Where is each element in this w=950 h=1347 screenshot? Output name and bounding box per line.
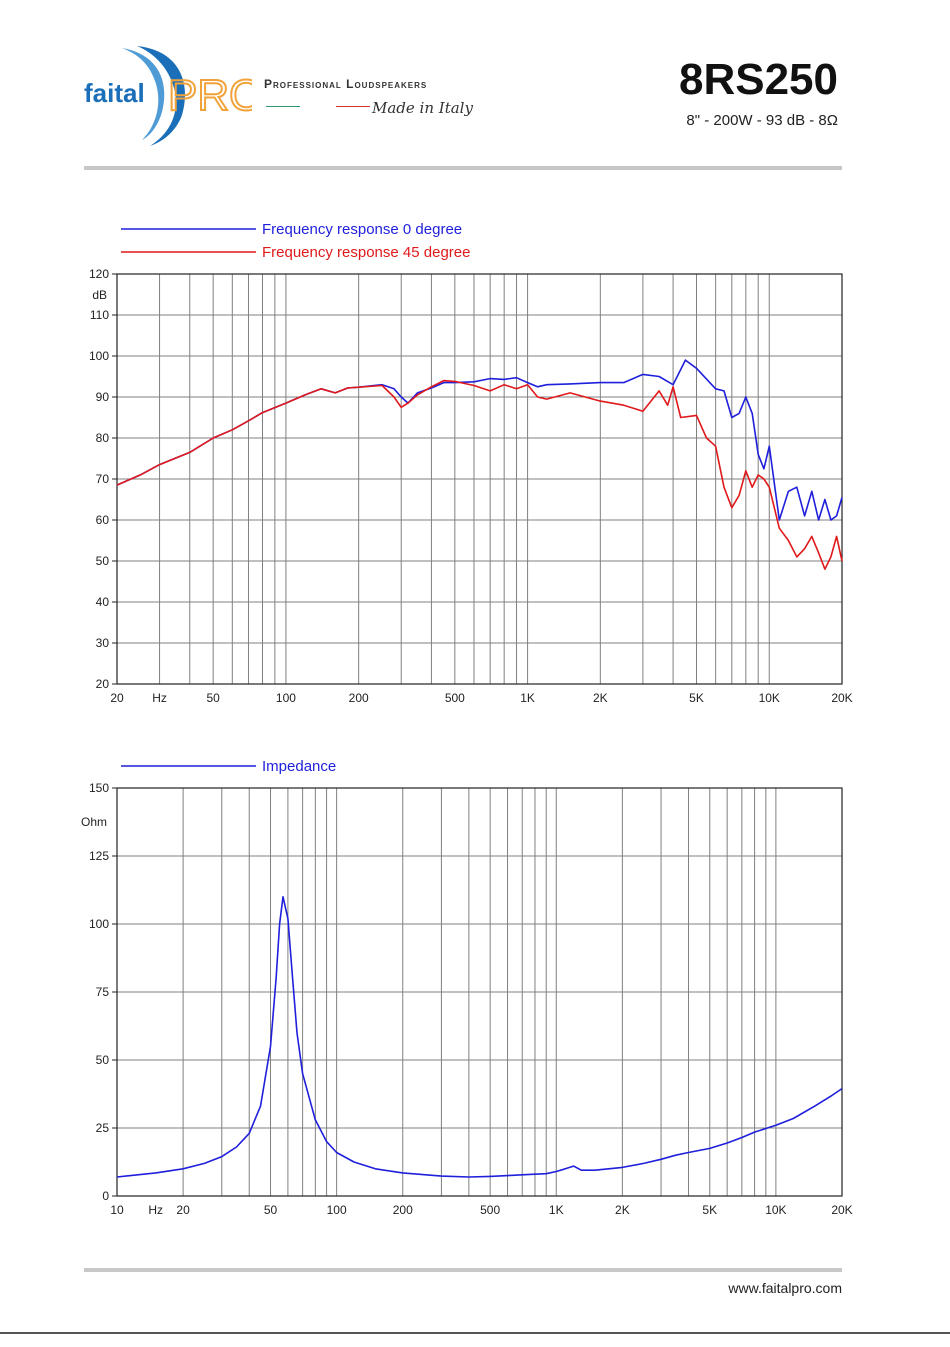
chart1-unit-label: dB <box>92 288 107 302</box>
chart1-frame <box>116 273 843 685</box>
chart1-x-tick-label: 1K <box>520 691 535 705</box>
model-specs: 8" - 200W - 93 dB - 8Ω <box>686 112 838 129</box>
footer-divider <box>84 1268 842 1272</box>
chart2-frame <box>116 787 843 1197</box>
chart1-y-tick-label: 110 <box>90 308 109 322</box>
chart2-y-tick-label: 25 <box>96 1121 110 1135</box>
chart1-x-tick-label: 10K <box>759 691 780 705</box>
chart1-x-tick-label: 20K <box>831 691 852 705</box>
brand-name-part1: faital <box>84 78 145 108</box>
logo-arc-blue-inner <box>122 48 165 140</box>
model-name: 8RS250 <box>678 55 838 104</box>
chart1-y-tick-label: 70 <box>96 472 110 486</box>
chart1-y-tick-label: 90 <box>96 390 110 404</box>
chart1-x-tick-label: 2K <box>593 691 608 705</box>
chart1-y-tick-label: 20 <box>96 677 110 691</box>
footer-url: www.faitalpro.com <box>728 1280 842 1296</box>
chart2-x-tick-label: 50 <box>264 1203 278 1217</box>
chart1-y-tick-label: 100 <box>89 349 109 363</box>
chart1-x-tick-label: 20 <box>110 691 124 705</box>
chart2-y-tick-label: 75 <box>96 985 110 999</box>
tagline: Professional Loudspeakers <box>264 77 428 91</box>
chart2-y-tick-label: 100 <box>89 917 109 931</box>
tagline-red-line <box>336 106 370 107</box>
chart1-x-tick-label: 200 <box>349 691 369 705</box>
logo-arc-blue <box>137 46 185 146</box>
chart2-x-tick-label: 1K <box>549 1203 564 1217</box>
chart2-unit-label: Ohm <box>81 815 107 829</box>
chart1-x-tick-label: 50 <box>206 691 220 705</box>
brand-name-part2: PRO <box>168 71 252 120</box>
chart2-x-tick-label: 10K <box>765 1203 786 1217</box>
chart2-y-tick-label: 0 <box>102 1189 109 1203</box>
header-divider <box>84 166 842 170</box>
chart2-y-tick-label: 150 <box>89 781 109 795</box>
chart1-y-tick-label: 30 <box>96 636 110 650</box>
chart2-x-tick-label: 100 <box>327 1203 347 1217</box>
chart2-y-tick-label: 50 <box>96 1053 110 1067</box>
chart1-x-tick-label: 100 <box>276 691 296 705</box>
chart2-x-tick-label: 5K <box>702 1203 717 1217</box>
chart1-y-tick-label: 50 <box>96 554 110 568</box>
chart1-y-tick-label: 120 <box>89 267 109 281</box>
chart1-y-tick-label: 60 <box>96 513 110 527</box>
tagline-made-in-italy: Made in Italy <box>372 99 473 117</box>
chart2-legend-label-1: Impedance <box>262 758 336 775</box>
chart2-x-tick-label: 10 <box>110 1203 124 1217</box>
tagline-green-line <box>266 106 300 107</box>
chart2-x-tick-label: 500 <box>480 1203 500 1217</box>
chart1-series-2-line <box>116 379 843 570</box>
chart2-x-tick-label: 200 <box>393 1203 413 1217</box>
chart1-y-tick-label: 80 <box>96 431 110 445</box>
page-bottom-edge <box>0 1332 950 1334</box>
chart1-y-tick-label: 40 <box>96 595 110 609</box>
chart1-series-1-line <box>116 359 843 521</box>
chart2-x-tick-label: 20K <box>831 1203 852 1217</box>
chart1-x-tick-label: Hz <box>152 691 167 705</box>
chart2-x-tick-label: Hz <box>148 1203 163 1217</box>
chart2-y-tick-label: 125 <box>89 849 109 863</box>
chart2-x-tick-label: 20 <box>176 1203 190 1217</box>
chart1-x-tick-label: 5K <box>689 691 704 705</box>
chart2-x-tick-label: 2K <box>615 1203 630 1217</box>
chart1-x-tick-label: 500 <box>445 691 465 705</box>
chart1-legend-label-2: Frequency response 45 degree <box>262 244 470 261</box>
chart1-legend-label-1: Frequency response 0 degree <box>262 221 462 238</box>
brand-logo: faital PRO <box>82 40 264 150</box>
chart2-series-1-line <box>116 896 843 1178</box>
